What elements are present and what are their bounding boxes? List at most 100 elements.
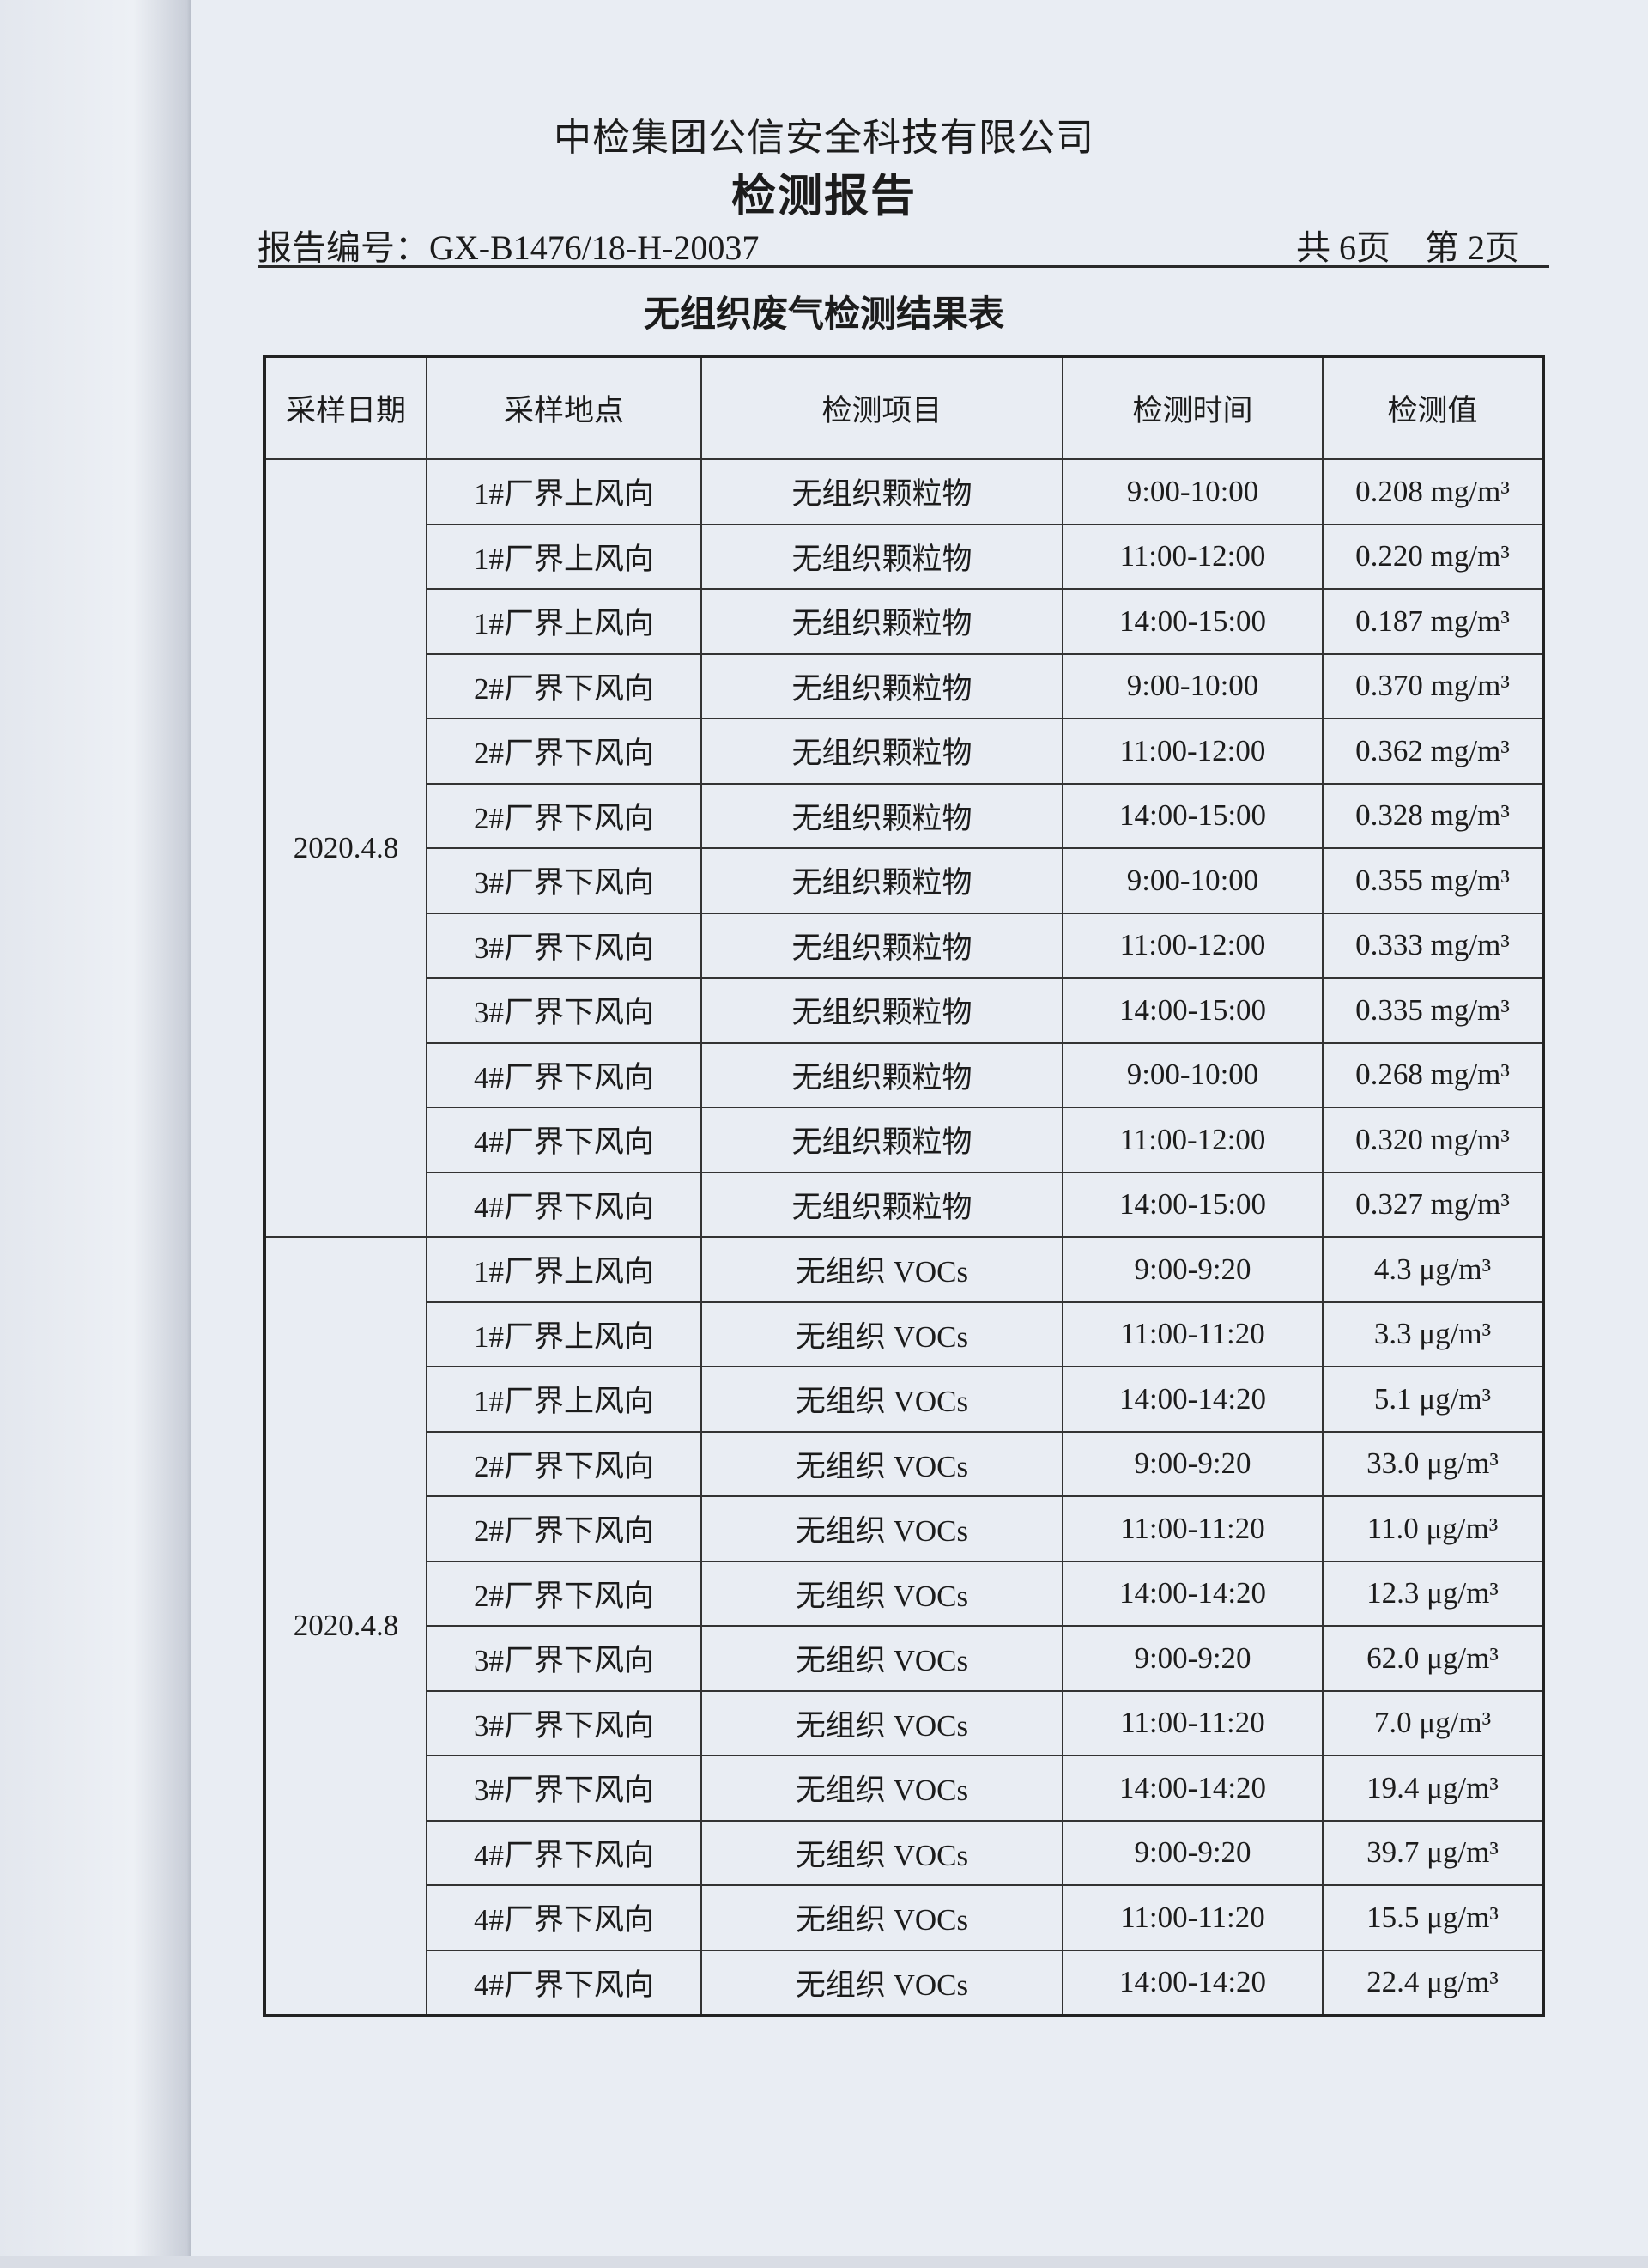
- value-cell: 0.268 mg/m³: [1322, 1041, 1544, 1108]
- item-cell: 无组织 VOCs: [700, 1301, 1063, 1367]
- value-cell: 7.0 μg/m³: [1322, 1689, 1544, 1756]
- table-title: 无组织废气检测结果表: [643, 295, 1004, 335]
- location-cell: 2#厂界下风向: [426, 1495, 702, 1562]
- location-cell: 4#厂界下风向: [426, 1107, 702, 1173]
- item-cell: 无组织颗粒物: [700, 1107, 1063, 1173]
- table-row: 4#厂界下风向 无组织 VOCs 11:00-11:20 15.5 μg/m³: [264, 1884, 1544, 1951]
- time-cell: 14:00-14:20: [1062, 1560, 1324, 1627]
- value-cell: 0.187 mg/m³: [1322, 588, 1544, 655]
- column-header-date: 采样日期: [264, 355, 427, 460]
- item-cell: 无组织颗粒物: [700, 652, 1063, 719]
- item-cell: 无组织 VOCs: [700, 1689, 1063, 1756]
- time-cell: 11:00-11:20: [1062, 1884, 1324, 1951]
- item-cell: 无组织颗粒物: [700, 1171, 1063, 1238]
- location-cell: 1#厂界上风向: [426, 1366, 702, 1433]
- report-number: 报告编号：GX-B1476/18-H-20037: [258, 228, 760, 267]
- table-row: 4#厂界下风向 无组织 VOCs 14:00-14:20 22.4 μg/m³: [264, 1949, 1544, 2016]
- time-cell: 11:00-11:20: [1062, 1495, 1324, 1562]
- table-row: 2#厂界下风向 无组织颗粒物 11:00-12:00 0.362 mg/m³: [264, 718, 1544, 785]
- value-cell: 0.333 mg/m³: [1322, 912, 1544, 979]
- time-cell: 9:00-10:00: [1062, 847, 1324, 914]
- location-cell: 3#厂界下风向: [426, 912, 702, 979]
- table-row: 3#厂界下风向 无组织 VOCs 11:00-11:20 7.0 μg/m³: [264, 1689, 1544, 1756]
- item-cell: 无组织 VOCs: [700, 1949, 1063, 2016]
- time-cell: 9:00-10:00: [1062, 652, 1324, 719]
- table-row: 3#厂界下风向 无组织颗粒物 14:00-15:00 0.335 mg/m³: [264, 977, 1544, 1044]
- company-name: 中检集团公信安全科技有限公司: [554, 117, 1094, 159]
- location-cell: 3#厂界下风向: [426, 1689, 702, 1756]
- value-cell: 22.4 μg/m³: [1322, 1949, 1544, 2016]
- scan-bottom-edge: [0, 2256, 1648, 2268]
- location-cell: 3#厂界下风向: [426, 847, 702, 914]
- column-header-value: 检测值: [1322, 355, 1544, 460]
- value-cell: 15.5 μg/m³: [1322, 1884, 1544, 1951]
- time-cell: 9:00-9:20: [1062, 1236, 1324, 1303]
- location-cell: 1#厂界上风向: [426, 1236, 702, 1303]
- table-row: 4#厂界下风向 无组织颗粒物 14:00-15:00 0.327 mg/m³: [264, 1171, 1544, 1238]
- table-row: 3#厂界下风向 无组织颗粒物 11:00-12:00 0.333 mg/m³: [264, 912, 1544, 979]
- location-cell: 3#厂界下风向: [426, 977, 702, 1044]
- value-cell: 0.220 mg/m³: [1322, 523, 1544, 590]
- time-cell: 11:00-11:20: [1062, 1301, 1324, 1367]
- item-cell: 无组织 VOCs: [700, 1495, 1063, 1562]
- value-cell: 62.0 μg/m³: [1322, 1625, 1544, 1692]
- item-cell: 无组织颗粒物: [700, 912, 1063, 979]
- table-row: 4#厂界下风向 无组织颗粒物 11:00-12:00 0.320 mg/m³: [264, 1107, 1544, 1173]
- table-row: 3#厂界下风向 无组织 VOCs 14:00-14:20 19.4 μg/m³: [264, 1755, 1544, 1822]
- table-row: 4#厂界下风向 无组织 VOCs 9:00-9:20 39.7 μg/m³: [264, 1819, 1544, 1886]
- report-title: 检测报告: [730, 173, 917, 221]
- time-cell: 11:00-12:00: [1062, 1107, 1324, 1173]
- value-cell: 0.362 mg/m³: [1322, 718, 1544, 785]
- results-table: 采样日期 采样地点 检测项目 检测时间 检测值 2020.4.8 1#厂界上风向无…: [263, 355, 1545, 2017]
- location-cell: 2#厂界下风向: [426, 1430, 702, 1497]
- table-row: 3#厂界下风向 无组织 VOCs 9:00-9:20 62.0 μg/m³: [264, 1625, 1544, 1692]
- value-cell: 4.3 μg/m³: [1322, 1236, 1544, 1303]
- item-cell: 无组织 VOCs: [700, 1366, 1063, 1433]
- location-cell: 4#厂界下风向: [426, 1819, 702, 1886]
- time-cell: 11:00-11:20: [1062, 1689, 1324, 1756]
- location-cell: 1#厂界上风向: [426, 523, 702, 590]
- date-cell: 2020.4.8: [264, 458, 427, 1238]
- item-cell: 无组织 VOCs: [700, 1884, 1063, 1951]
- location-cell: 3#厂界下风向: [426, 1625, 702, 1692]
- location-cell: 4#厂界下风向: [426, 1171, 702, 1238]
- time-cell: 14:00-14:20: [1062, 1366, 1324, 1433]
- value-cell: 5.1 μg/m³: [1322, 1366, 1544, 1433]
- time-cell: 9:00-9:20: [1062, 1819, 1324, 1886]
- table-row: 2#厂界下风向 无组织 VOCs 9:00-9:20 33.0 μg/m³: [264, 1430, 1544, 1497]
- value-cell: 12.3 μg/m³: [1322, 1560, 1544, 1627]
- page-count: 共 6页 第 2页: [1296, 228, 1519, 267]
- item-cell: 无组织 VOCs: [700, 1625, 1063, 1692]
- column-header-item: 检测项目: [700, 355, 1063, 460]
- table-row: 2#厂界下风向 无组织颗粒物 9:00-10:00 0.370 mg/m³: [264, 652, 1544, 719]
- location-cell: 1#厂界上风向: [426, 1301, 702, 1367]
- value-cell: 39.7 μg/m³: [1322, 1819, 1544, 1886]
- location-cell: 2#厂界下风向: [426, 782, 702, 849]
- value-cell: 0.328 mg/m³: [1322, 782, 1544, 849]
- time-cell: 14:00-15:00: [1062, 782, 1324, 849]
- table-header-row: 采样日期 采样地点 检测项目 检测时间 检测值: [264, 355, 1544, 460]
- table-row: 4#厂界下风向 无组织颗粒物 9:00-10:00 0.268 mg/m³: [264, 1041, 1544, 1108]
- location-cell: 4#厂界下风向: [426, 1949, 702, 2016]
- item-cell: 无组织 VOCs: [700, 1560, 1063, 1627]
- value-cell: 0.320 mg/m³: [1322, 1107, 1544, 1173]
- value-cell: 33.0 μg/m³: [1322, 1430, 1544, 1497]
- item-cell: 无组织 VOCs: [700, 1236, 1063, 1303]
- value-cell: 0.355 mg/m³: [1322, 847, 1544, 914]
- location-cell: 2#厂界下风向: [426, 718, 702, 785]
- item-cell: 无组织颗粒物: [700, 588, 1063, 655]
- item-cell: 无组织颗粒物: [700, 782, 1063, 849]
- item-cell: 无组织 VOCs: [700, 1819, 1063, 1886]
- time-cell: 11:00-12:00: [1062, 912, 1324, 979]
- location-cell: 1#厂界上风向: [426, 588, 702, 655]
- item-cell: 无组织颗粒物: [700, 1041, 1063, 1108]
- item-cell: 无组织颗粒物: [700, 718, 1063, 785]
- table-row: 1#厂界上风向 无组织 VOCs 14:00-14:20 5.1 μg/m³: [264, 1366, 1544, 1433]
- value-cell: 0.335 mg/m³: [1322, 977, 1544, 1044]
- table-row: 1#厂界上风向 无组织颗粒物 14:00-15:00 0.187 mg/m³: [264, 588, 1544, 655]
- table-row: 2020.4.8 1#厂界上风向 无组织颗粒物 9:00-10:00 0.208 mg/…: [264, 458, 1544, 1238]
- time-cell: 11:00-12:00: [1062, 718, 1324, 785]
- time-cell: 9:00-10:00: [1062, 1041, 1324, 1108]
- table-row: 3#厂界下风向 无组织颗粒物 9:00-10:00 0.355 mg/m³: [264, 847, 1544, 914]
- value-cell: 11.0 μg/m³: [1322, 1495, 1544, 1562]
